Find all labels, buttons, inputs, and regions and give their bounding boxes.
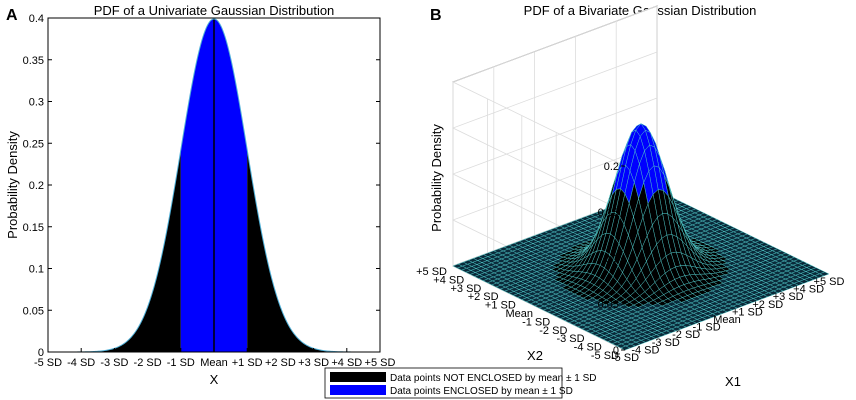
panel-a-x-label: X	[210, 372, 219, 387]
panel-b-z-tick-label: 0.05	[598, 299, 619, 311]
panel-b-x2-tick-label: +2 SD	[468, 291, 499, 303]
panel-b-x2-tick-label: +4 SD	[433, 274, 464, 286]
panel-b-x2-tick-label: +1 SD	[485, 300, 516, 312]
panel-a-y-tick-label: 0.4	[29, 13, 44, 25]
panel-a-x-ticks: -5 SD -4 SD -3 SD -2 SD -1 SD Mean +1 SD +2 SD +…	[34, 348, 396, 369]
panel-b-x1-tick-label: +2 SD	[752, 299, 783, 311]
panel-b-x2-label: X2	[527, 348, 543, 363]
panel-a-region-outside-0	[48, 149, 181, 352]
panel-a-region-outside-2	[247, 149, 380, 352]
panel-a-x-tick-label: -2 SD	[134, 357, 162, 369]
panel-a-pdf-curve	[48, 18, 380, 353]
panel-b-title: PDF of a Bivariate Gaussian Distribution	[524, 3, 757, 18]
panel-b-x1-tick-label: -4 SD	[631, 344, 659, 356]
panel-b-x2-tick-label: -5 SD	[591, 350, 619, 362]
panel-b-x1-tick-label: -2 SD	[672, 329, 700, 341]
panel-a-y-tick-label: 0.1	[29, 264, 44, 276]
panel-a-title: PDF of a Univariate Gaussian Distributio…	[94, 3, 335, 18]
panel-a-y-tick-label: 0.3	[29, 97, 44, 109]
panel-b-x1-tick-label: +4 SD	[793, 284, 824, 296]
panel-b-x2-tick-label: -2 SD	[539, 325, 567, 337]
panel-a-x-tick-label: Mean	[200, 357, 228, 369]
panel-b-x2-tick-label: Mean	[505, 308, 533, 320]
panel-b-surface-cell	[620, 345, 631, 351]
panel-b-x1-tick-label: +3 SD	[773, 291, 804, 303]
panel-a-x-tick-label: -3 SD	[100, 357, 128, 369]
panel-b-z-tick-label: 0.2	[604, 161, 619, 173]
panel-a-y-tick-label: 0.15	[23, 222, 44, 234]
panel-a-x-tick-label: +3 SD	[298, 357, 329, 369]
panel-b-letter: B	[430, 7, 442, 24]
legend-swatch-enclosed	[330, 385, 386, 395]
panel-b-x2-tick-label: +3 SD	[451, 283, 482, 295]
panel-b-x1-tick-label: Mean	[713, 314, 741, 326]
panel-a-y-tick-label: 0.2	[29, 180, 44, 192]
panel-b-x1-tick-label: -5 SD	[611, 352, 639, 364]
panel-b-x2-tick-label: +5 SD	[416, 266, 447, 278]
panel-a-y-tick-label: 0.25	[23, 138, 44, 150]
legend: Data points NOT ENCLOSED by mean ± 1 SD …	[324, 367, 597, 399]
panel-a-x-tick-label: +4 SD	[331, 357, 362, 369]
panel-b-z-tick-label: 0	[613, 345, 619, 357]
panel-b: B PDF of a Bivariate Gaussian Distributi…	[416, 3, 844, 389]
legend-swatch-not-enclosed	[330, 372, 386, 382]
panel-a-letter: A	[6, 7, 18, 24]
panel-b-x2-tick-label: -1 SD	[522, 316, 550, 328]
panel-a: A PDF of a Univariate Gaussian Distribut…	[5, 3, 395, 387]
panel-b-x2-tick-label: -3 SD	[556, 333, 584, 345]
panel-a-x-tick-label: -1 SD	[167, 357, 195, 369]
panel-a-y-tick-label: 0	[38, 347, 44, 359]
panel-a-y-label: Probability Density	[5, 131, 20, 239]
panel-b-x1-tick-label: -3 SD	[652, 337, 680, 349]
legend-label-not-enclosed: Data points NOT ENCLOSED by mean ± 1 SD	[390, 373, 597, 384]
panel-b-x1-label: X1	[725, 374, 741, 389]
panel-a-x-tick-label: -5 SD	[34, 357, 62, 369]
panel-b-z-label: Probability Density	[429, 124, 444, 232]
panel-b-x1-tick-label: +5 SD	[814, 276, 845, 288]
panel-b-x1-tick-label: -1 SD	[693, 322, 721, 334]
legend-label-enclosed: Data points ENCLOSED by mean ± 1 SD	[390, 386, 573, 397]
panel-b-x1-tick-label: +1 SD	[732, 306, 763, 318]
panel-a-x-tick-label: +2 SD	[265, 357, 296, 369]
panel-b-z-tick-label: 0.15	[598, 207, 619, 219]
panel-a-x-tick-label: +5 SD	[365, 357, 396, 369]
panel-a-y-ticks: 0 0.05 0.1 0.15 0.2 0.25 0.3 0.35 0.4	[23, 13, 380, 359]
panel-b-x2-tick-label: -4 SD	[574, 342, 602, 354]
panel-a-x-tick-label: -4 SD	[67, 357, 95, 369]
panel-b-z-ticks: 0 0.05 0.1 0.15 0.2	[598, 161, 625, 357]
panel-a-y-tick-label: 0.35	[23, 55, 44, 67]
panel-b-surface	[452, 123, 830, 351]
panel-a-y-tick-label: 0.05	[23, 305, 44, 317]
panel-b-z-tick-label: 0.1	[604, 253, 619, 265]
panel-a-x-tick-label: +1 SD	[232, 357, 263, 369]
